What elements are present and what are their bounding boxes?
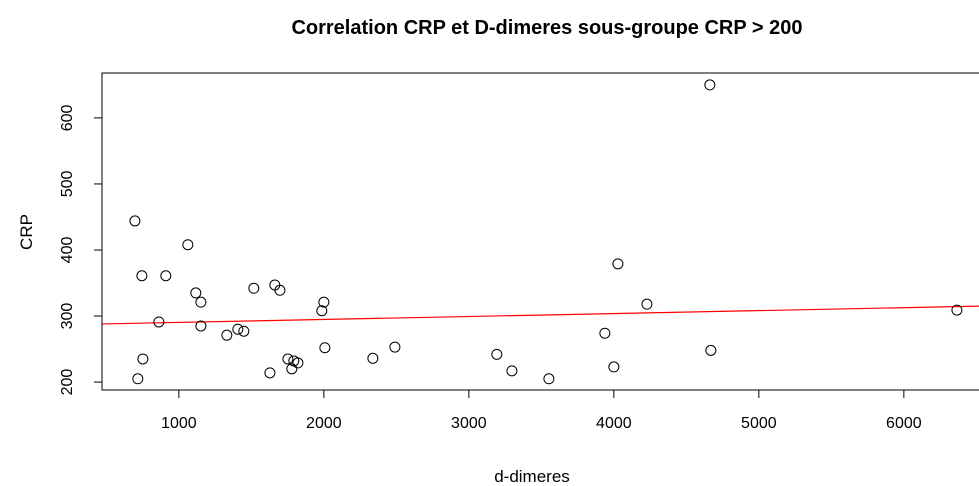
data-point xyxy=(153,316,165,328)
data-point xyxy=(389,341,401,353)
x-tick-label: 3000 xyxy=(451,415,487,432)
plot-box xyxy=(101,72,979,391)
data-point xyxy=(951,304,963,316)
data-point xyxy=(195,296,207,308)
x-axis-label: d-dimeres xyxy=(494,467,570,486)
data-point xyxy=(319,342,331,354)
data-point xyxy=(286,363,298,375)
x-tick-label: 2000 xyxy=(306,415,342,432)
plot-area xyxy=(102,79,979,385)
y-axis-label: CRP xyxy=(17,214,36,250)
data-point xyxy=(705,344,717,356)
data-point xyxy=(232,323,244,335)
regression-line xyxy=(102,305,979,325)
data-point xyxy=(264,367,276,379)
data-point xyxy=(641,298,653,310)
data-point xyxy=(195,320,207,332)
y-tick-label: 300 xyxy=(59,303,76,330)
data-point xyxy=(282,353,294,365)
data-point xyxy=(132,373,144,385)
y-tick-label: 600 xyxy=(59,104,76,131)
y-tick-label: 200 xyxy=(59,369,76,396)
data-point xyxy=(274,284,286,296)
data-point xyxy=(292,357,304,369)
data-point xyxy=(238,325,250,337)
data-point xyxy=(612,258,624,270)
y-tick-label: 500 xyxy=(59,171,76,198)
data-point xyxy=(506,365,518,377)
data-point xyxy=(491,348,503,360)
data-point xyxy=(182,239,194,251)
data-point xyxy=(248,282,260,294)
data-point xyxy=(704,79,716,91)
data-point xyxy=(543,373,555,385)
data-point xyxy=(137,353,149,365)
data-point xyxy=(190,287,202,299)
data-point xyxy=(221,329,233,341)
data-point xyxy=(599,327,611,339)
data-point xyxy=(367,352,379,364)
y-tick-label: 400 xyxy=(59,237,76,264)
x-tick-label: 1000 xyxy=(161,415,197,432)
chart-title: Correlation CRP et D-dimeres sous-groupe… xyxy=(291,17,802,39)
x-tick-label: 4000 xyxy=(596,415,632,432)
data-point xyxy=(160,270,172,282)
data-point xyxy=(316,305,328,317)
data-point xyxy=(129,215,141,227)
data-point xyxy=(608,361,620,373)
data-point xyxy=(136,270,148,282)
data-point xyxy=(318,296,330,308)
x-tick-label: 6000 xyxy=(886,415,922,432)
x-tick-label: 5000 xyxy=(741,415,777,432)
